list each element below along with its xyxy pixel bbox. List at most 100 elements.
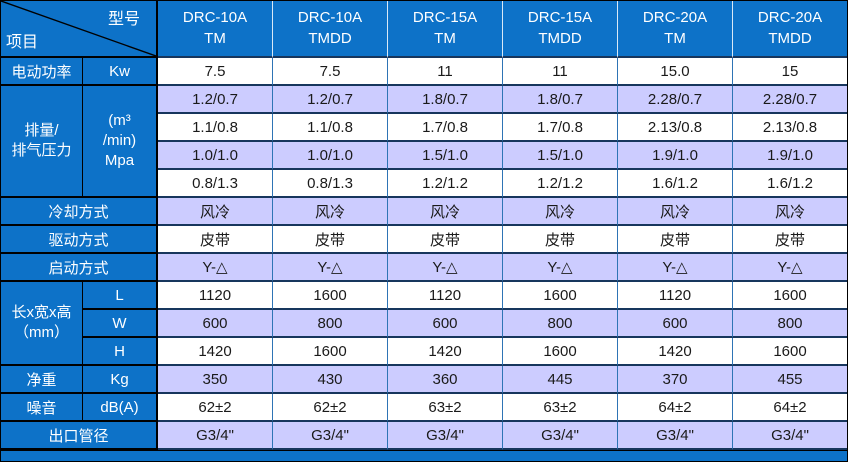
spec-value: 风冷 [388,198,503,226]
model-header: DRC-20A TMDD [733,1,847,58]
spec-value: 445 [503,366,618,394]
spec-value: 1.1/0.8 [158,114,273,142]
weight-row: 净重 Kg 350 430 360 445 370 455 [1,366,847,394]
dimension-row-w: W 600 800 600 800 600 800 [1,310,847,338]
spec-value: 62±2 [273,394,388,422]
spec-value: 370 [618,366,733,394]
spec-value: 64±2 [733,394,847,422]
spec-value: 1.1/0.8 [273,114,388,142]
spec-value: 1.6/1.2 [618,170,733,198]
noise-row: 噪音 dB(A) 62±2 62±2 63±2 63±2 64±2 64±2 [1,394,847,422]
spec-value: 0.8/1.3 [273,170,388,198]
spec-value: 11 [388,58,503,86]
spec-value: 1420 [388,338,503,366]
spec-value: 1.2/0.7 [158,86,273,114]
power-unit: Kw [83,58,158,86]
spec-value: 800 [503,310,618,338]
spec-value: G3/4" [733,422,847,450]
spec-value: 800 [273,310,388,338]
spec-value: 皮带 [388,226,503,254]
spec-value: 600 [158,310,273,338]
drive-label: 驱动方式 [1,226,158,254]
corner-item-label: 项目 [6,34,39,51]
spec-value: G3/4" [618,422,733,450]
spec-value: 350 [158,366,273,394]
cooling-label: 冷却方式 [1,198,158,226]
cooling-row: 冷却方式 风冷 风冷 风冷 风冷 风冷 风冷 [1,198,847,226]
spec-value: 1.8/0.7 [503,86,618,114]
noise-label: 噪音 [1,394,83,422]
spec-value: 风冷 [503,198,618,226]
spec-value: 2.13/0.8 [733,114,847,142]
dimension-row-l: 长x宽x高 （mm） L 1120 1600 1120 1600 1120 16… [1,282,847,366]
spec-value: Y-△ [388,254,503,282]
spec-value: 1.5/1.0 [388,142,503,170]
displacement-row-2: 1.1/0.8 1.1/0.8 1.7/0.8 1.7/0.8 2.13/0.8… [1,114,847,142]
spec-value: 1.8/0.7 [388,86,503,114]
spec-value: 455 [733,366,847,394]
spec-value: 430 [273,366,388,394]
model-header: DRC-10A TMDD [273,1,388,58]
start-label: 启动方式 [1,254,158,282]
corner-header-cell: 型号 项目 [1,1,158,58]
dimension-row-h: H 1420 1600 1420 1600 1420 1600 [1,338,847,366]
spec-value: G3/4" [503,422,618,450]
spec-value: 风冷 [273,198,388,226]
spec-value: Y-△ [733,254,847,282]
corner-model-label: 型号 [107,11,140,28]
spec-value: 0.8/1.3 [158,170,273,198]
spec-value: 1.9/1.0 [733,142,847,170]
model-header: DRC-20A TM [618,1,733,58]
outlet-row: 出口管径 G3/4" G3/4" G3/4" G3/4" G3/4" G3/4" [1,422,847,450]
spec-value: 1600 [733,282,847,310]
spec-value: 800 [733,310,847,338]
spec-value: 2.28/0.7 [733,86,847,114]
cutoff-next-row-strip [1,450,847,461]
spec-value: 7.5 [158,58,273,86]
spec-value: 11 [503,58,618,86]
spec-value: 15.0 [618,58,733,86]
spec-value: 1.2/1.2 [388,170,503,198]
spec-value: 1600 [733,338,847,366]
spec-value: 1120 [618,282,733,310]
spec-value: 2.28/0.7 [618,86,733,114]
spec-value: 1.7/0.8 [388,114,503,142]
displacement-row-4: 0.8/1.3 0.8/1.3 1.2/1.2 1.2/1.2 1.6/1.2 … [1,170,847,198]
start-row: 启动方式 Y-△ Y-△ Y-△ Y-△ Y-△ Y-△ [1,254,847,282]
spec-table: 型号 项目 DRC-10A TM DRC-10A TMDD DRC-15A TM DR… [1,1,847,450]
spec-value: Y-△ [273,254,388,282]
spec-value: 1600 [503,338,618,366]
model-header: DRC-10A TM [158,1,273,58]
spec-value: 15 [733,58,847,86]
spec-value: 63±2 [388,394,503,422]
noise-unit: dB(A) [83,394,158,422]
outlet-label: 出口管径 [1,422,158,450]
spec-value: 1420 [158,338,273,366]
dimension-unit-l: L [83,282,158,310]
displacement-label: 排量/ 排气压力 [1,86,83,198]
dimension-unit-w: W [83,310,158,338]
spec-value: 1.5/1.0 [503,142,618,170]
spec-value: 600 [618,310,733,338]
spec-value: Y-△ [618,254,733,282]
spec-value: 皮带 [503,226,618,254]
spec-value: G3/4" [388,422,503,450]
model-header: DRC-15A TM [388,1,503,58]
spec-value: 1120 [158,282,273,310]
spec-value: 1.9/1.0 [618,142,733,170]
spec-value: 皮带 [158,226,273,254]
spec-value: 1.6/1.2 [733,170,847,198]
spec-value: 600 [388,310,503,338]
spec-value: G3/4" [273,422,388,450]
diagonal-divider [1,1,156,56]
displacement-row-1: 排量/ 排气压力 (m³ /min) Mpa 1.2/0.7 1.2/0.7 1… [1,86,847,198]
weight-label: 净重 [1,366,83,394]
spec-value: 1120 [388,282,503,310]
spec-value: Y-△ [158,254,273,282]
spec-value: 1600 [503,282,618,310]
spec-value: 风冷 [733,198,847,226]
power-label: 电动功率 [1,58,83,86]
spec-value: 64±2 [618,394,733,422]
spec-value: 1600 [273,282,388,310]
